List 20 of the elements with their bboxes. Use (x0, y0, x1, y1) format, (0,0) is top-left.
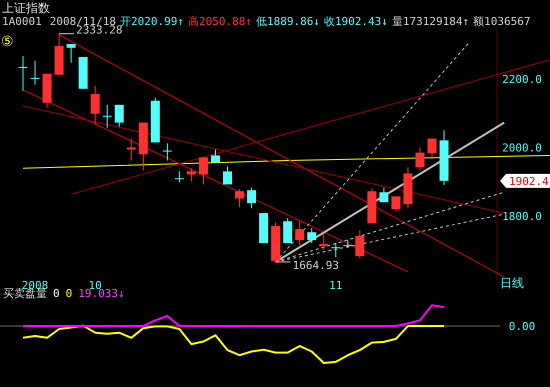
text: 0 (66, 287, 72, 300)
annotation: 开2020.99↑ (120, 15, 184, 28)
y-tick-label: 2000.0 (502, 142, 542, 155)
text: 0 (53, 287, 60, 300)
annotation: 日线 (500, 276, 524, 290)
annotation: 低1889.86↓ (256, 15, 320, 28)
annotation: 量173129184↑ (392, 15, 470, 28)
text: ⑤ (1, 34, 14, 50)
y-tick-label: 1800.0 (502, 210, 542, 223)
annotation: 1902.4 (509, 174, 550, 188)
annotation: 1A0001 (2, 15, 42, 28)
annotation: 额1036567 (473, 15, 531, 28)
annotation: 0.00 (508, 320, 536, 333)
annotation: 1664.93 (292, 258, 339, 272)
annotation: 2333.28 (76, 24, 122, 37)
annotation: 收1902.43↓ (324, 15, 388, 28)
y-tick-label: 2200.0 (502, 73, 542, 86)
chart-title: 上证指数 (2, 1, 50, 15)
annotation: 高2050.88↑ (188, 15, 252, 28)
x-tick-label: 11 (329, 279, 342, 292)
